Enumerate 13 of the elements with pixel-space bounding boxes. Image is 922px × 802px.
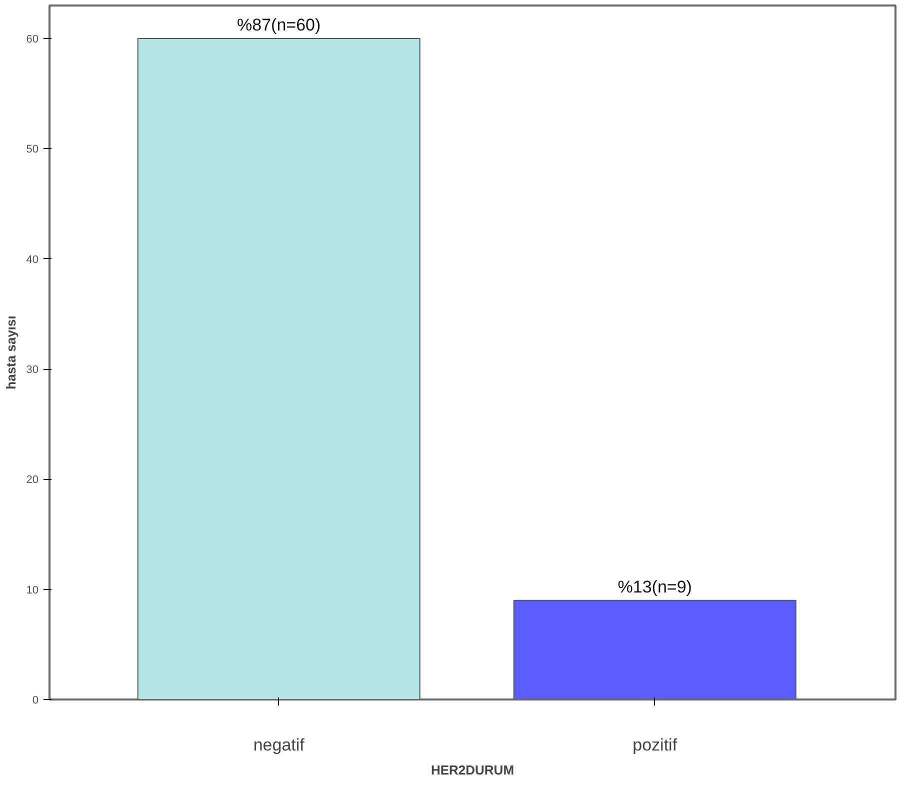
- y-tick-label: 20: [26, 474, 39, 486]
- y-tick-label: 0: [32, 694, 39, 706]
- x-axis-title: HER2DURUM: [430, 762, 514, 778]
- y-tick-label: 10: [26, 584, 39, 596]
- y-tick-label: 50: [26, 144, 39, 156]
- x-tick-label: pozitif: [632, 736, 678, 754]
- x-tick-label: negatif: [253, 736, 305, 754]
- y-axis-title: hasta sayısı: [3, 316, 18, 390]
- data-label: %87(n=60): [237, 16, 321, 35]
- y-tick-label: 30: [26, 364, 39, 376]
- y-tick-label: 40: [26, 254, 39, 266]
- y-tick-label: 60: [26, 34, 39, 46]
- data-label: %13(n=9): [618, 577, 692, 596]
